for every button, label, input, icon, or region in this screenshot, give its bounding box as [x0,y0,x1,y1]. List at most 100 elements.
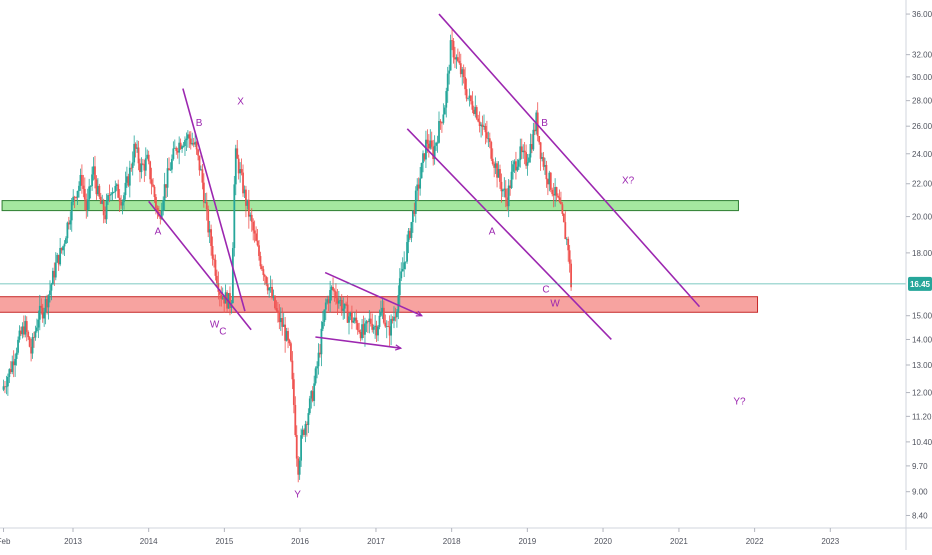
candle-body [414,190,417,214]
candle [391,316,394,324]
x-tick-label: 2014 [140,537,158,546]
candle [245,185,247,218]
candle [339,296,342,307]
candle-body [274,295,276,309]
candle-body [210,229,213,247]
candle [95,175,98,200]
candle-body [37,319,40,328]
x-tick-label: 2017 [367,537,385,546]
candle-body [430,140,433,147]
candle [33,331,35,348]
candle-body [24,321,27,335]
candle-body [351,312,353,323]
candle-body [191,142,194,145]
candle [210,224,213,256]
candle [477,114,480,123]
candle-body [454,57,456,60]
candle-body [72,196,75,203]
candle-body [171,158,173,170]
time-axis[interactable]: Feb 2013 2014 2015 2016 2017 2018 2019 2020 2021 2… [0,527,932,546]
candle [51,267,54,285]
candle [468,88,471,107]
candle [533,122,536,136]
candle-body [542,157,545,167]
candle-body [186,134,189,139]
candle-body [233,184,236,249]
candle [150,167,153,195]
candle-body [147,154,150,162]
candle [272,289,275,301]
candle [422,150,424,173]
candle-body [419,178,422,189]
candle-body [443,107,446,115]
candle [343,303,346,319]
candle [195,140,198,155]
candle-body [349,312,352,317]
candle-body [442,114,445,123]
price-axis[interactable]: 36.00 32.00 30.00 28.00 26.00 24.00 22.00 20.00… [905,0,932,550]
candle-body [95,179,98,195]
candle [83,177,86,211]
candle [336,288,339,315]
candle-body [346,304,349,323]
candle-body [149,161,152,180]
candle [239,162,242,183]
candle-body [484,125,487,133]
candle-body [79,174,82,186]
candle [11,355,14,375]
candle-body [435,142,437,146]
candle [6,373,9,396]
candle-body [30,346,33,354]
candle [194,133,197,147]
candle [262,265,265,282]
candle [467,97,469,101]
candle [409,228,411,240]
candle [31,333,34,359]
candle [306,421,308,437]
candle-body [472,109,475,114]
candle-body [195,141,198,150]
candle-body [40,305,43,308]
candle [308,395,311,415]
candle [494,157,497,175]
candle [165,184,168,199]
candle [532,122,535,152]
candle-body [465,89,468,99]
candle-body [17,339,19,353]
candle-body [358,330,361,333]
candle-body [393,316,395,321]
candle-body [43,312,46,319]
candle-body [320,328,323,355]
candle [548,170,551,192]
candle [413,202,416,217]
resistance-zone-red [0,296,759,313]
candle-body [304,424,307,435]
candle [351,305,353,330]
candle-body [275,308,278,311]
candle [560,191,562,205]
candle-body [409,230,411,238]
candle [20,326,22,337]
candle-body [378,315,381,327]
candle-body [458,60,461,64]
candle [65,236,67,244]
candle [66,221,69,244]
candle-body [246,199,249,206]
candle-body [146,154,149,159]
candle-body [31,336,34,354]
candle-body [471,101,474,110]
candle [41,303,44,323]
candle [324,298,327,321]
candle-body [124,182,127,196]
candle [188,131,191,149]
candle [542,152,545,171]
candle-body [311,391,314,401]
candle-body [162,200,165,211]
candle-body [330,286,333,291]
candle [474,95,477,118]
candle-body [253,230,256,234]
support-zone-green [1,200,739,212]
candle-body [266,284,269,291]
candle [263,273,266,286]
